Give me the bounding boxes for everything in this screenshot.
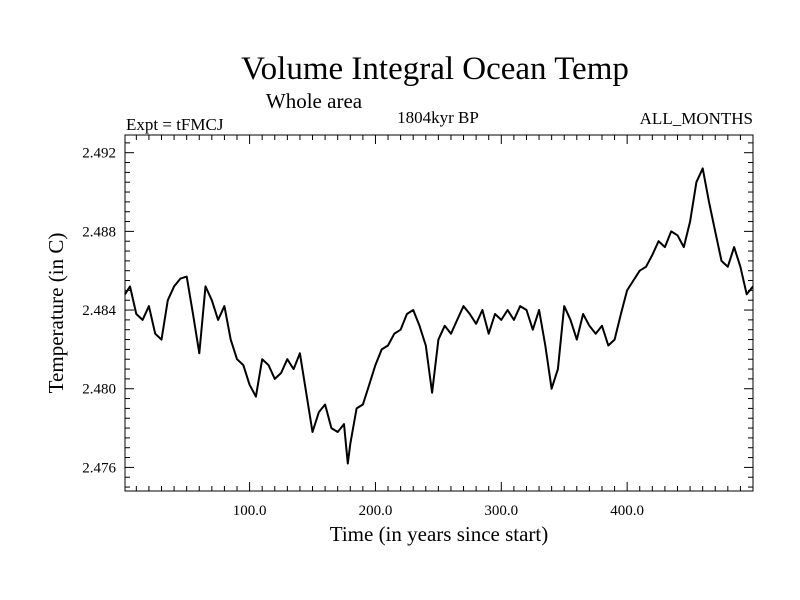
x-tick-label: 200.0 [359, 503, 393, 519]
y-tick-label: 2.488 [82, 224, 116, 240]
y-tick-label: 2.480 [82, 382, 116, 398]
months-label: ALL_MONTHS [640, 109, 753, 128]
x-tick-label: 400.0 [610, 503, 644, 519]
y-axis-label: Temperature (in C) [44, 233, 68, 394]
x-tick-label: 300.0 [484, 503, 518, 519]
chart-title: Volume Integral Ocean Temp [241, 51, 629, 87]
axis-ticks [125, 135, 753, 491]
y-tick-label: 2.492 [82, 146, 116, 162]
y-tick-label: 2.476 [82, 460, 116, 476]
temperature-series-line [124, 167, 754, 465]
y-tick-label: 2.484 [82, 303, 116, 319]
chart-subtitle: Whole area [266, 89, 363, 113]
x-tick-label: 100.0 [233, 503, 267, 519]
experiment-label: Expt = tFMCJ [126, 115, 224, 134]
plot-frame [124, 134, 754, 492]
x-axis-label: Time (in years since start) [330, 522, 549, 546]
axis-tick-labels: 100.0 200.0 300.0 400.0 2.476 2.480 2.484 2.488… [82, 146, 644, 519]
period-label: 1804kyr BP [397, 108, 479, 127]
